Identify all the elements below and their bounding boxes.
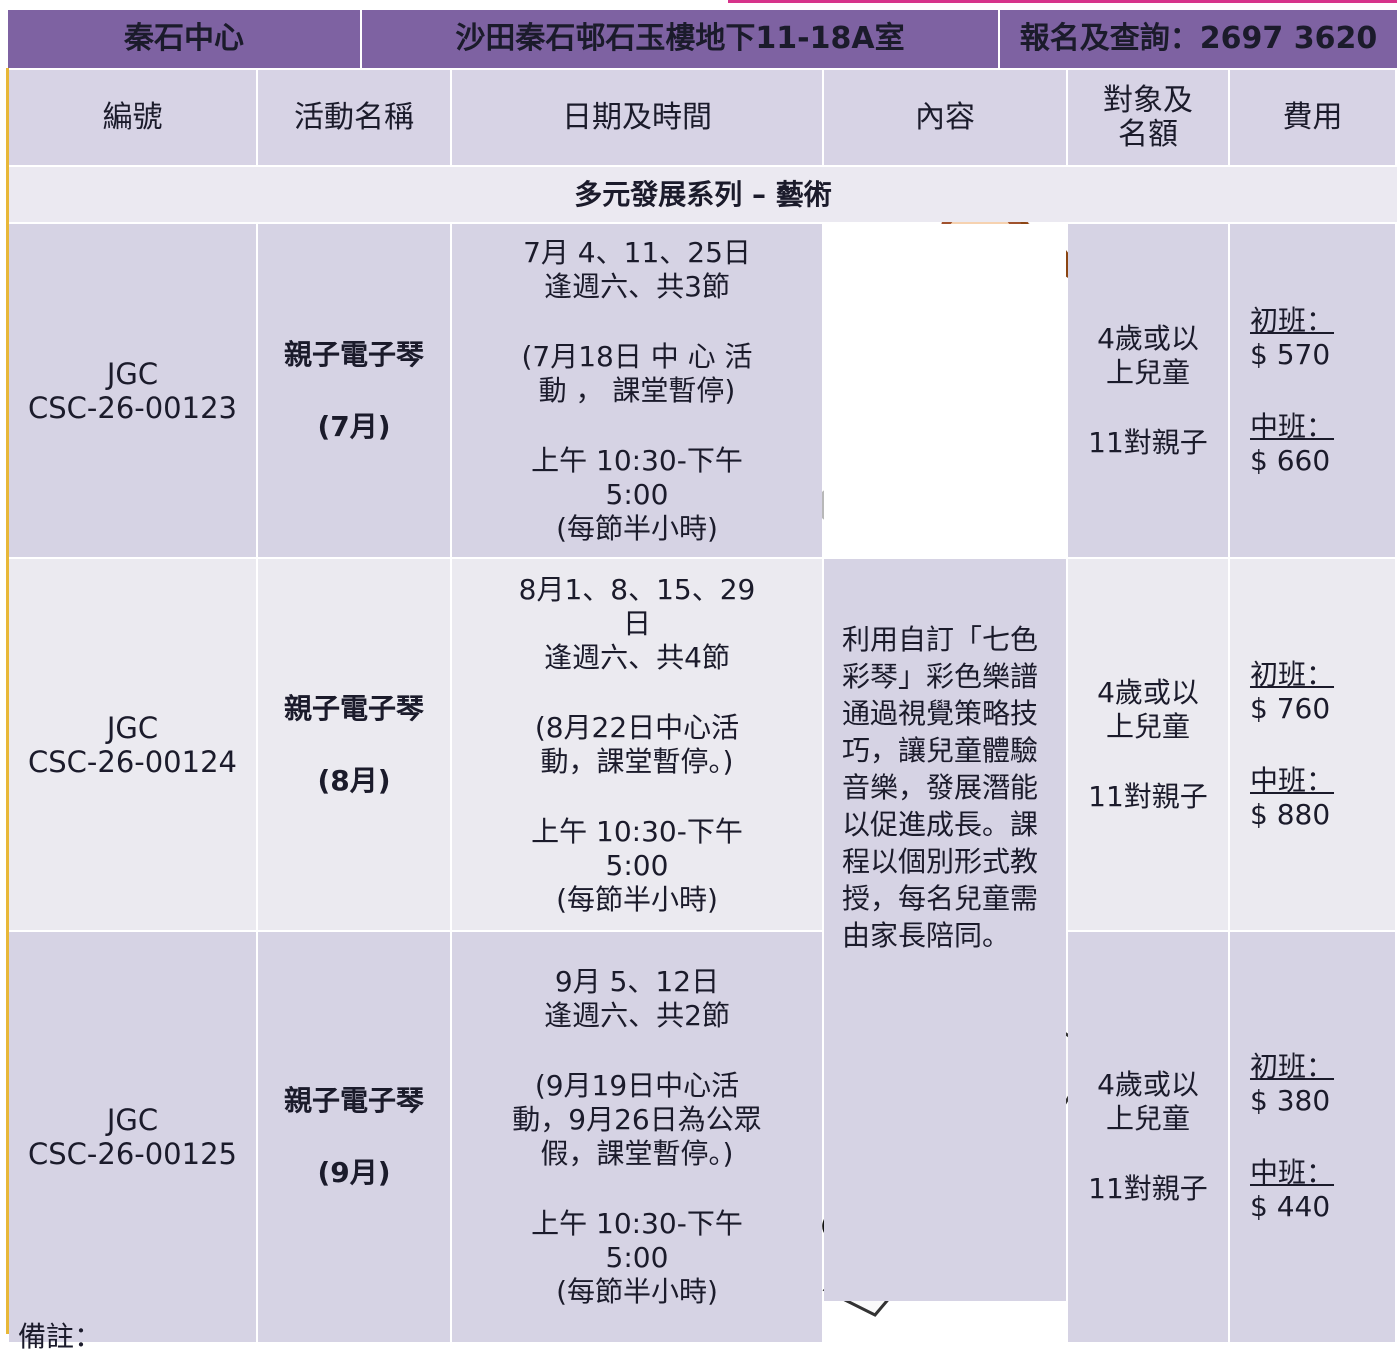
date-text: 7月 4、11、25日 bbox=[523, 235, 751, 269]
name-cell: 親子電子琴 (8月) bbox=[258, 559, 450, 930]
target-text: 4歲或以上兒童 bbox=[1097, 675, 1199, 743]
code-text: JGC bbox=[106, 1103, 159, 1137]
date-text: 逢週六、共3節 bbox=[544, 269, 730, 303]
fee-price: $ 380 bbox=[1250, 1084, 1331, 1117]
fee-price: $ 880 bbox=[1250, 797, 1331, 831]
target-text: 11對親子 bbox=[1088, 1172, 1208, 1205]
date-text: 上午 10:30-下午 5:00 bbox=[531, 1207, 743, 1274]
fee-label: 中班： bbox=[1250, 1156, 1335, 1189]
date-text: (7月18日 中 心 活動 ， 課堂暫停) bbox=[521, 339, 753, 407]
column-header: 費用 bbox=[1230, 70, 1395, 165]
fee-label: 中班： bbox=[1250, 409, 1335, 443]
date-text: (每節半小時) bbox=[556, 882, 718, 916]
fee-label: 中班： bbox=[1250, 763, 1335, 797]
code-text: CSC-26-00124 bbox=[28, 744, 237, 779]
code-text: CSC-26-00125 bbox=[28, 1137, 237, 1171]
date-text: 逢週六、共4節 bbox=[544, 640, 730, 674]
header-cell: 沙田秦石邨石玉樓地下11-18A室 bbox=[362, 10, 998, 68]
left-border bbox=[6, 68, 9, 1334]
fee-price: $ 760 bbox=[1250, 691, 1331, 725]
header-text: 秦石中心 bbox=[124, 21, 244, 56]
column-header-text: 編號 bbox=[102, 99, 163, 135]
column-header: 編號 bbox=[9, 70, 256, 165]
column-header: 日期及時間 bbox=[452, 70, 822, 165]
date-text: 上午 10:30-下午 5:00 bbox=[531, 443, 743, 511]
activity-name: (9月) bbox=[317, 1156, 391, 1189]
date-text: (每節半小時) bbox=[556, 511, 718, 545]
column-header-text: 內容 bbox=[915, 99, 975, 135]
column-header-text: 費用 bbox=[1282, 99, 1343, 135]
section-title: 多元發展系列 – 藝術 bbox=[574, 177, 832, 211]
activity-name: 親子電子琴 bbox=[283, 337, 424, 371]
name-cell: 親子電子琴 (9月) bbox=[258, 932, 450, 1342]
fee-price: $ 440 bbox=[1250, 1190, 1331, 1223]
target-text: 4歲或以上兒童 bbox=[1097, 321, 1199, 389]
target-text: 11對親子 bbox=[1088, 425, 1208, 459]
code-text: CSC-26-00123 bbox=[28, 390, 237, 425]
fee-cell: 初班： $ 380 中班： $ 440 bbox=[1230, 932, 1395, 1342]
fee-label: 初班： bbox=[1250, 1050, 1335, 1083]
activity-name: (7月) bbox=[317, 409, 391, 443]
date-cell: 8月1、8、15、29日 逢週六、共4節 (8月22日中心活動，課堂暫停。) 上午 1… bbox=[452, 559, 822, 930]
fee-price: $ 660 bbox=[1250, 443, 1331, 477]
date-text: 逢週六、共2節 bbox=[544, 999, 730, 1032]
fee-price: $ 570 bbox=[1250, 337, 1331, 371]
column-header-text: 對象及名額 bbox=[1103, 82, 1193, 152]
content-cell: 利用自訂「七色彩琴」彩色樂譜通過視覺策略技巧，讓兒童體驗音樂，發展潛能以促進成長… bbox=[824, 559, 1066, 1301]
activity-name: (8月) bbox=[317, 763, 391, 797]
target-text: 4歲或以上兒童 bbox=[1097, 1068, 1199, 1135]
fee-cell: 初班： $ 760 中班： $ 880 bbox=[1230, 559, 1395, 930]
header-cell: 報名及查詢：2697 3620 bbox=[1000, 10, 1397, 68]
column-header: 內容 bbox=[824, 70, 1066, 165]
target-text: 11對親子 bbox=[1088, 779, 1208, 813]
date-cell: 9月 5、12日 逢週六、共2節 (9月19日中心活動，9月26日為公眾假，課堂暫停… bbox=[452, 932, 822, 1342]
date-text: (9月19日中心活動，9月26日為公眾假，課堂暫停。) bbox=[512, 1069, 762, 1170]
content-text: 利用自訂「七色彩琴」彩色樂譜通過視覺策略技巧，讓兒童體驗音樂，發展潛能以促進成長… bbox=[842, 623, 1039, 952]
target-cell: 4歲或以上兒童 11對親子 bbox=[1068, 224, 1228, 557]
name-cell: 親子電子琴 (7月) bbox=[258, 224, 450, 557]
top-accent bbox=[728, 0, 1397, 3]
column-header: 活動名稱 bbox=[258, 70, 450, 165]
target-cell: 4歲或以上兒童 11對親子 bbox=[1068, 932, 1228, 1342]
note-label: 備註： bbox=[18, 1320, 103, 1353]
activity-name: 親子電子琴 bbox=[283, 1084, 424, 1117]
code-text: JGC bbox=[106, 356, 159, 391]
code-cell: JGC CSC-26-00125 bbox=[9, 932, 256, 1342]
activity-name: 親子電子琴 bbox=[283, 691, 424, 725]
header-text: 沙田秦石邨石玉樓地下11-18A室 bbox=[455, 21, 905, 56]
column-header-text: 日期及時間 bbox=[562, 99, 712, 135]
fee-label: 初班： bbox=[1250, 657, 1335, 691]
date-text: 9月 5、12日 bbox=[554, 965, 720, 998]
section-row: 多元發展系列 – 藝術 bbox=[9, 167, 1397, 222]
date-text: (每節半小時) bbox=[556, 1275, 718, 1308]
content-image-cell bbox=[824, 224, 1066, 557]
column-header-text: 活動名稱 bbox=[294, 99, 414, 135]
date-text: 8月1、8、15、29日 bbox=[518, 572, 756, 640]
header-text: 報名及查詢：2697 3620 bbox=[1019, 21, 1378, 56]
header-cell: 秦石中心 bbox=[8, 10, 360, 68]
fee-label: 初班： bbox=[1250, 303, 1335, 337]
target-cell: 4歲或以上兒童 11對親子 bbox=[1068, 559, 1228, 930]
date-cell: 7月 4、11、25日 逢週六、共3節 (7月18日 中 心 活動 ， 課堂暫停) 上… bbox=[452, 224, 822, 557]
column-header: 對象及名額 bbox=[1068, 70, 1228, 165]
code-text: JGC bbox=[106, 710, 159, 745]
date-text: 上午 10:30-下午 5:00 bbox=[531, 814, 743, 882]
date-text: (8月22日中心活動，課堂暫停。) bbox=[534, 710, 740, 778]
fee-cell: 初班： $ 570 中班： $ 660 bbox=[1230, 224, 1395, 557]
code-cell: JGC CSC-26-00124 bbox=[9, 559, 256, 930]
code-cell: JGC CSC-26-00123 bbox=[9, 224, 256, 557]
